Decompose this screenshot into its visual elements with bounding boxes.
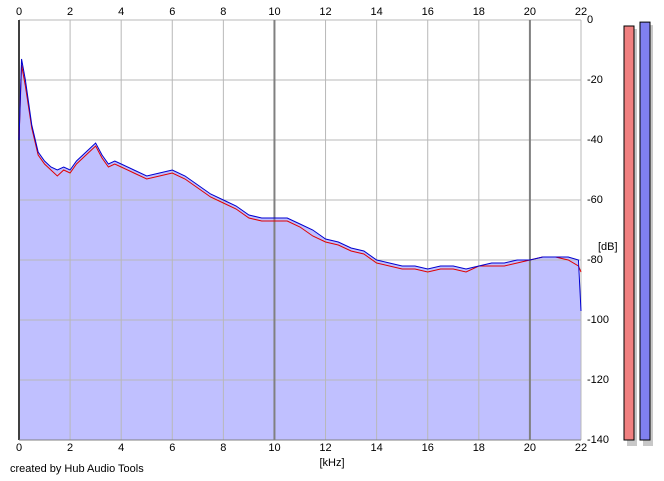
x-tick-label-top: 0 (16, 6, 22, 18)
x-tick-label-top: 8 (220, 6, 226, 18)
x-tick-label-top: 22 (575, 6, 587, 18)
y-tick-label: -120 (587, 374, 609, 386)
x-tick-label-bottom: 18 (473, 442, 485, 454)
x-tick-label-bottom: 4 (118, 442, 124, 454)
x-tick-label-top: 14 (371, 6, 383, 18)
x-tick-label-bottom: 22 (575, 442, 587, 454)
x-tick-label-top: 4 (118, 6, 124, 18)
y-axis-label: [dB] (598, 241, 618, 253)
x-tick-label-bottom: 2 (67, 442, 73, 454)
x-tick-label-bottom: 10 (268, 442, 280, 454)
level-meter (623, 25, 635, 441)
level-meter (639, 21, 651, 441)
y-tick-label: -140 (587, 434, 609, 446)
x-tick-label-bottom: 16 (422, 442, 434, 454)
x-tick-label-bottom: 14 (371, 442, 383, 454)
y-tick-label: 0 (587, 14, 593, 26)
y-tick-label: -100 (587, 314, 609, 326)
y-tick-label: -20 (587, 74, 603, 86)
x-tick-label-bottom: 6 (169, 442, 175, 454)
y-tick-label: -80 (587, 254, 603, 266)
x-axis-label: [kHz] (319, 457, 344, 469)
x-tick-label-top: 2 (67, 6, 73, 18)
x-tick-label-top: 6 (169, 6, 175, 18)
spectrum-line (18, 58, 582, 312)
x-tick-label-bottom: 0 (16, 442, 22, 454)
y-tick-label: -60 (587, 194, 603, 206)
x-tick-label-top: 18 (473, 6, 485, 18)
y-tick-label: -40 (587, 134, 603, 146)
x-tick-label-bottom: 20 (524, 442, 536, 454)
x-tick-label-bottom: 8 (220, 442, 226, 454)
x-tick-label-top: 10 (268, 6, 280, 18)
x-tick-label-top: 12 (319, 6, 331, 18)
x-tick-label-bottom: 12 (319, 442, 331, 454)
credit: created by Hub Audio Tools (10, 463, 144, 475)
x-tick-label-top: 16 (422, 6, 434, 18)
spectrum-fill (19, 59, 581, 440)
x-tick-label-top: 20 (524, 6, 536, 18)
